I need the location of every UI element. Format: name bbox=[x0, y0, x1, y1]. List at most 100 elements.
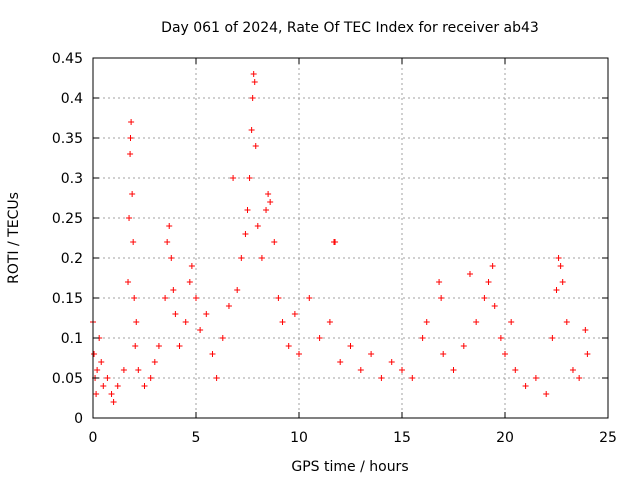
data-point bbox=[582, 327, 589, 333]
y-axis-label: ROTI / TECUs bbox=[6, 192, 22, 284]
data-point bbox=[559, 279, 566, 285]
data-point bbox=[512, 367, 519, 373]
data-point bbox=[557, 263, 564, 269]
data-point bbox=[242, 231, 249, 237]
data-point bbox=[337, 359, 344, 365]
y-tick-label: 0.3 bbox=[61, 171, 83, 187]
data-point bbox=[522, 383, 529, 389]
data-point bbox=[291, 311, 298, 317]
data-point bbox=[485, 279, 492, 285]
data-point bbox=[399, 367, 405, 373]
data-point bbox=[265, 191, 272, 197]
data-point bbox=[168, 255, 175, 261]
data-point bbox=[182, 319, 189, 325]
data-point bbox=[244, 207, 251, 213]
x-tick-label: 10 bbox=[290, 430, 308, 446]
data-point bbox=[151, 359, 158, 365]
data-point bbox=[110, 399, 117, 405]
data-point bbox=[176, 343, 183, 349]
data-point bbox=[114, 383, 121, 389]
x-tick-label: 5 bbox=[192, 430, 201, 446]
data-point bbox=[271, 239, 278, 245]
data-point bbox=[197, 327, 204, 333]
data-point bbox=[135, 367, 142, 373]
y-tick-label: 0 bbox=[74, 411, 83, 427]
data-point bbox=[126, 215, 133, 221]
data-point bbox=[164, 239, 171, 245]
data-point bbox=[100, 383, 107, 389]
data-point bbox=[563, 319, 570, 325]
data-point bbox=[569, 367, 576, 373]
data-point bbox=[543, 391, 550, 397]
y-tick-label: 0.35 bbox=[52, 131, 83, 147]
data-point bbox=[326, 319, 333, 325]
data-point bbox=[279, 319, 286, 325]
data-point bbox=[502, 351, 508, 357]
data-point bbox=[219, 335, 226, 341]
x-tick-label: 0 bbox=[89, 430, 98, 446]
y-tick-label: 0.45 bbox=[52, 51, 83, 67]
y-tick-label: 0.1 bbox=[61, 331, 83, 347]
data-point bbox=[250, 71, 257, 77]
data-point bbox=[481, 295, 488, 301]
data-point bbox=[213, 375, 220, 381]
data-point bbox=[230, 175, 237, 181]
data-point bbox=[378, 375, 385, 381]
x-axis-label: GPS time / hours bbox=[291, 459, 408, 475]
data-point bbox=[347, 343, 354, 349]
y-tick-labels: 0 0.05 0.1 0.15 0.2 0.25 0.3 0.35 0.4 0.45 bbox=[52, 51, 83, 427]
data-point bbox=[147, 375, 154, 381]
data-point bbox=[306, 295, 313, 301]
x-tick-label: 20 bbox=[496, 430, 514, 446]
data-point bbox=[258, 255, 265, 261]
data-point bbox=[251, 79, 258, 85]
data-point bbox=[388, 359, 395, 365]
data-point bbox=[128, 119, 135, 125]
data-point bbox=[132, 343, 139, 349]
data-point bbox=[166, 223, 173, 229]
data-point bbox=[98, 359, 105, 365]
data-point bbox=[532, 375, 539, 381]
data-point bbox=[129, 191, 136, 197]
data-point bbox=[120, 367, 127, 373]
data-point bbox=[238, 255, 245, 261]
data-point bbox=[188, 263, 195, 269]
data-points bbox=[90, 71, 591, 405]
data-point bbox=[423, 319, 430, 325]
data-point bbox=[254, 223, 261, 229]
data-point bbox=[108, 391, 115, 397]
data-point bbox=[436, 279, 443, 285]
data-point bbox=[549, 335, 556, 341]
data-point bbox=[491, 303, 498, 309]
y-tick-label: 0.05 bbox=[52, 371, 83, 387]
data-point bbox=[186, 279, 193, 285]
y-tick-label: 0.15 bbox=[52, 291, 83, 307]
data-point bbox=[248, 127, 255, 133]
data-point bbox=[555, 255, 562, 261]
data-point bbox=[155, 343, 162, 349]
data-point bbox=[170, 287, 177, 293]
data-point bbox=[225, 303, 232, 309]
data-point bbox=[130, 239, 137, 245]
data-point bbox=[162, 295, 169, 301]
data-point bbox=[203, 311, 210, 317]
data-point bbox=[131, 295, 138, 301]
data-point bbox=[497, 335, 504, 341]
y-tick-label: 0.2 bbox=[61, 251, 83, 267]
data-point bbox=[332, 239, 339, 245]
y-tick-label: 0.25 bbox=[52, 211, 83, 227]
axis-ticks bbox=[92, 57, 609, 419]
data-point bbox=[104, 375, 111, 381]
data-point bbox=[450, 367, 457, 373]
data-point bbox=[368, 351, 375, 357]
data-point bbox=[508, 319, 515, 325]
data-point bbox=[127, 151, 134, 157]
data-point bbox=[91, 351, 98, 357]
data-point bbox=[127, 135, 134, 141]
data-point bbox=[252, 143, 259, 149]
data-point bbox=[249, 95, 256, 101]
x-tick-labels: 0 5 10 15 20 25 bbox=[89, 430, 617, 446]
data-point bbox=[193, 295, 199, 301]
grid-lines bbox=[93, 58, 608, 418]
